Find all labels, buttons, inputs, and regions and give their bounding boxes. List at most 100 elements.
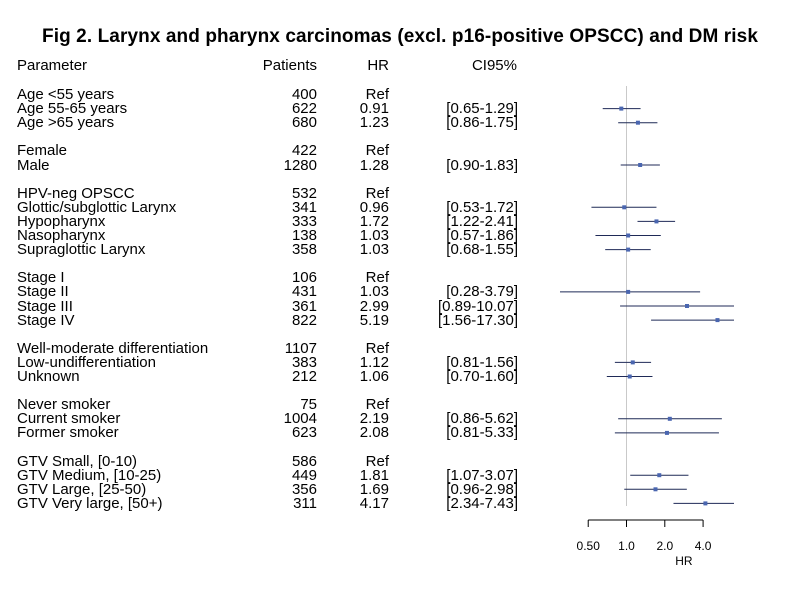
row-ci: [0.53-1.72] xyxy=(446,198,518,216)
row-label: Age >65 years xyxy=(17,114,115,132)
hr-point xyxy=(638,163,643,167)
row-label: Age <55 years xyxy=(17,86,115,103)
row-hr: 1.23 xyxy=(359,114,389,132)
row-ci: [0.65-1.29] xyxy=(446,100,518,118)
hr-point xyxy=(626,247,631,252)
row-patients: 622 xyxy=(291,100,317,118)
row-ci: [0.86-5.62] xyxy=(446,410,518,428)
hr-point xyxy=(664,430,669,435)
row-patients: 422 xyxy=(291,142,317,160)
row-ci: [2.34-7.43] xyxy=(446,494,518,512)
row-ci: [0.68-1.55] xyxy=(446,241,518,259)
hr-point xyxy=(626,233,631,238)
x-axis-label: HR xyxy=(675,554,693,568)
row-label: HPV-neg OPSCC xyxy=(17,184,135,202)
row-ci: [0.89-10.07] xyxy=(437,297,518,315)
row-patients: 356 xyxy=(291,480,317,498)
row-ci: [0.96-2.98] xyxy=(446,480,518,498)
row-patients: 1280 xyxy=(283,156,317,174)
row-ci: [0.70-1.60] xyxy=(446,368,518,385)
row-patients: 358 xyxy=(291,241,317,259)
hr-point xyxy=(715,318,720,323)
header-ci95: CI95% xyxy=(471,57,517,74)
x-tick-label: 4.0 xyxy=(695,539,712,553)
row-hr: 0.96 xyxy=(359,198,389,216)
chart-title: Fig 2. Larynx and pharynx carcinomas (ex… xyxy=(42,26,758,47)
row-hr: Ref xyxy=(365,184,389,202)
row-patients: 341 xyxy=(291,198,317,216)
hr-point xyxy=(667,416,672,421)
row-hr: 1.69 xyxy=(359,480,389,498)
row-label: Low-undifferentiation xyxy=(17,353,156,371)
header-parameter: Parameter xyxy=(17,57,88,74)
row-ci: [0.28-3.79] xyxy=(446,283,518,301)
row-hr: Ref xyxy=(365,396,389,414)
row-patients: 1107 xyxy=(284,339,317,357)
row-label: Stage IV xyxy=(17,311,75,329)
row-label: Glottic/subglottic Larynx xyxy=(17,198,177,216)
row-hr: 1.12 xyxy=(359,353,389,371)
header-hr: HR xyxy=(367,57,389,74)
row-hr: 1.06 xyxy=(359,368,389,385)
row-hr: 2.19 xyxy=(359,410,389,428)
x-tick-label: 2.0 xyxy=(656,539,673,553)
hr-point xyxy=(619,106,624,111)
row-hr: 4.17 xyxy=(359,494,389,512)
hr-point xyxy=(654,219,659,224)
row-label: GTV Medium, [10-25) xyxy=(17,466,162,484)
row-hr: 0.91 xyxy=(359,100,389,118)
row-ci: [0.81-5.33] xyxy=(446,424,518,442)
row-hr: 1.03 xyxy=(359,241,389,259)
hr-point xyxy=(657,473,662,478)
row-patients: 623 xyxy=(291,424,317,442)
row-patients: 333 xyxy=(291,212,317,230)
hr-point xyxy=(622,205,627,210)
row-ci: [0.86-1.75] xyxy=(446,114,518,132)
row-patients: 400 xyxy=(291,86,317,103)
row-patients: 311 xyxy=(293,494,317,512)
row-hr: 1.28 xyxy=(359,156,389,174)
hr-point xyxy=(626,289,631,294)
row-label: Never smoker xyxy=(17,396,111,414)
row-ci: [1.56-17.30] xyxy=(437,311,518,329)
row-label: Stage III xyxy=(17,297,73,315)
header-patients: Patients xyxy=(262,57,317,74)
row-label: Male xyxy=(17,156,50,174)
row-label: Unknown xyxy=(17,368,80,385)
row-ci: [0.81-1.56] xyxy=(446,353,518,371)
row-label: Stage II xyxy=(17,283,69,301)
row-ci: [0.90-1.83] xyxy=(446,156,518,174)
row-hr: 1.81 xyxy=(359,466,389,484)
row-label: Female xyxy=(17,142,68,160)
row-patients: 680 xyxy=(291,114,317,132)
row-ci: [0.57-1.86] xyxy=(446,227,518,244)
row-ci: [1.22-2.41] xyxy=(446,212,518,230)
row-patients: 361 xyxy=(291,297,317,315)
hr-point xyxy=(703,501,708,506)
row-hr: 1.72 xyxy=(359,212,389,230)
row-hr: Ref xyxy=(365,142,389,160)
x-tick-label: 0.50 xyxy=(577,539,601,553)
row-hr: Ref xyxy=(365,86,389,103)
row-ci: [1.07-3.07] xyxy=(446,466,518,484)
row-hr: Ref xyxy=(365,339,389,357)
row-label: Current smoker xyxy=(17,410,121,428)
row-patients: 212 xyxy=(291,368,317,385)
row-label: GTV Small, [0-10) xyxy=(17,452,138,470)
row-patients: 383 xyxy=(291,353,317,371)
row-patients: 431 xyxy=(291,283,317,301)
row-label: Former smoker xyxy=(17,424,119,442)
hr-point xyxy=(653,487,658,492)
hr-point xyxy=(635,120,640,125)
row-label: Supraglottic Larynx xyxy=(17,241,146,259)
row-label: GTV Very large, [50+) xyxy=(17,494,163,512)
row-patients: 586 xyxy=(291,452,317,470)
row-patients: 822 xyxy=(291,311,317,329)
row-hr: 1.03 xyxy=(359,283,389,301)
hr-point xyxy=(627,374,632,379)
x-tick-label: 1.0 xyxy=(618,539,635,553)
row-label: GTV Large, [25-50) xyxy=(17,480,147,498)
row-label: Hypopharynx xyxy=(17,212,106,230)
row-patients: 75 xyxy=(300,396,317,414)
